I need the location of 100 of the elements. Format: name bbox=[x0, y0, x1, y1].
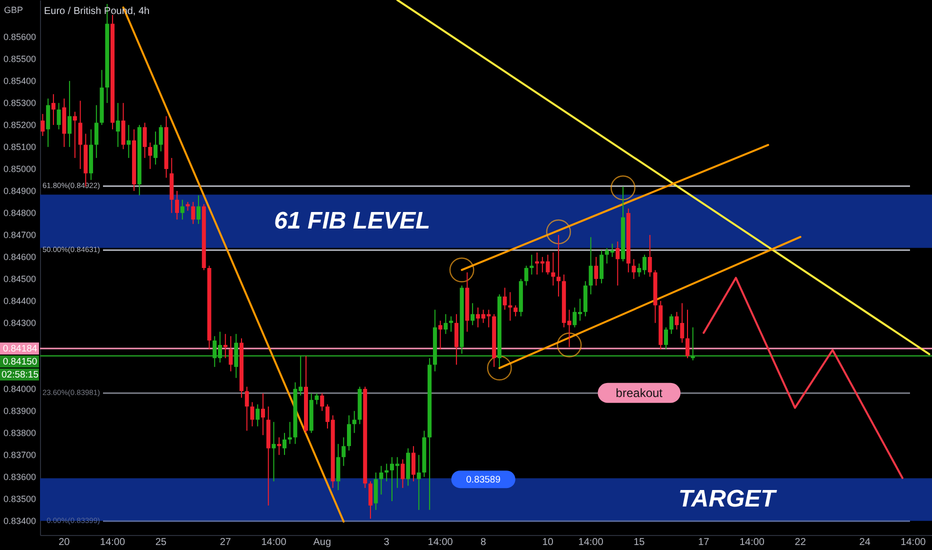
candlestick bbox=[379, 465, 384, 496]
candlestick bbox=[116, 102, 120, 148]
ref-line-label: 0.84150 bbox=[2, 356, 38, 368]
candlestick bbox=[94, 104, 98, 158]
candlestick bbox=[191, 201, 196, 224]
x-tick-label: 20 bbox=[58, 537, 70, 548]
candlestick bbox=[180, 199, 184, 220]
candlestick bbox=[524, 265, 528, 286]
band-label: TARGET bbox=[678, 486, 778, 513]
candlestick bbox=[158, 124, 163, 152]
y-tick-label: 0.85200 bbox=[3, 120, 36, 130]
point bbox=[487, 356, 512, 380]
candlestick bbox=[616, 241, 620, 286]
candlestick bbox=[669, 314, 674, 334]
candlestick bbox=[244, 386, 249, 432]
y-tick-label: 0.84800 bbox=[3, 208, 36, 218]
y-tick-label: 0.84500 bbox=[3, 274, 36, 284]
candlestick bbox=[51, 94, 56, 126]
x-tick-label: 24 bbox=[859, 537, 871, 548]
candlestick bbox=[632, 258, 636, 280]
candlestick bbox=[438, 320, 442, 350]
candlestick bbox=[690, 326, 695, 361]
candlestick bbox=[320, 392, 324, 412]
candlestick bbox=[250, 402, 254, 427]
candlestick bbox=[148, 142, 152, 170]
candlestick bbox=[352, 410, 356, 434]
x-tick-label: 14:00 bbox=[100, 537, 126, 548]
candlestick bbox=[686, 309, 690, 359]
x-tick-label: 8 bbox=[480, 537, 487, 548]
y-tick-label: 0.84900 bbox=[3, 186, 36, 196]
candlestick bbox=[514, 304, 518, 317]
x-tick-label: Aug bbox=[313, 537, 332, 548]
x-tick-label: 14:00 bbox=[261, 537, 287, 548]
candlestick bbox=[196, 194, 201, 224]
candlestick bbox=[508, 292, 512, 322]
y-tick-label: 0.83500 bbox=[3, 494, 36, 504]
candlestick bbox=[256, 404, 260, 427]
candlestick bbox=[648, 234, 652, 278]
candlestick bbox=[78, 100, 82, 170]
y-tick-label: 0.83700 bbox=[3, 450, 36, 460]
candlestick bbox=[400, 458, 405, 488]
annotation: 0.83589 bbox=[466, 474, 500, 486]
candlestick bbox=[346, 414, 351, 452]
x-tick-label: 3 bbox=[384, 537, 390, 548]
candlestick bbox=[68, 80, 72, 148]
y-tick-label: 0.85300 bbox=[3, 98, 36, 108]
y-tick-label: 0.83600 bbox=[3, 472, 36, 482]
y-tick-label: 0.83400 bbox=[3, 516, 36, 526]
candlestick bbox=[411, 446, 416, 482]
y-tick-label: 0.84300 bbox=[3, 318, 36, 328]
y-tick-label: 0.85500 bbox=[3, 54, 36, 64]
x-tick-label: 22 bbox=[794, 537, 806, 548]
y-tick-label: 0.84400 bbox=[3, 296, 36, 306]
line-series bbox=[702, 276, 904, 480]
candlestick bbox=[314, 392, 319, 405]
y-tick-label: 0.85600 bbox=[3, 32, 36, 42]
candlestick bbox=[444, 314, 448, 334]
candlestick bbox=[126, 124, 131, 158]
candlestick bbox=[588, 236, 593, 295]
point bbox=[546, 219, 571, 244]
candlestick bbox=[154, 131, 158, 166]
point bbox=[449, 258, 474, 282]
text: 02:58:15 bbox=[2, 369, 38, 380]
candlestick bbox=[223, 333, 228, 359]
y-tick-label: 0.83800 bbox=[3, 428, 36, 438]
candlestick bbox=[594, 256, 598, 286]
x-tick-label: 10 bbox=[542, 537, 554, 548]
candlestick bbox=[449, 316, 454, 332]
candlestick bbox=[470, 302, 475, 326]
candlestick bbox=[368, 480, 372, 520]
candlestick bbox=[664, 326, 668, 350]
y-tick-label: 0.84000 bbox=[3, 384, 36, 394]
band-label: 61 FIB LEVEL bbox=[274, 207, 430, 234]
y-tick-label: 0.85000 bbox=[3, 164, 36, 174]
y-tick-label: 0.83900 bbox=[3, 406, 36, 416]
candlestick bbox=[282, 432, 286, 456]
x-tick-label: 14:00 bbox=[739, 537, 765, 548]
y-tick-label: 0.85400 bbox=[3, 76, 36, 86]
x-tick-label: 14:00 bbox=[428, 537, 454, 548]
candlestick bbox=[384, 463, 389, 482]
x-tick-label: 14:00 bbox=[578, 537, 604, 548]
candlestick bbox=[72, 111, 77, 158]
candlestick bbox=[56, 102, 61, 130]
candlestick bbox=[342, 436, 346, 466]
candlestick bbox=[175, 190, 180, 220]
y-tick-label: 0.84600 bbox=[3, 252, 36, 262]
x-tick-label: 17 bbox=[698, 537, 710, 548]
candlestick bbox=[142, 122, 147, 158]
y-tick-label: 0.84700 bbox=[3, 230, 36, 240]
candlestick bbox=[556, 234, 561, 298]
candlestick bbox=[40, 113, 45, 136]
annotation: breakout bbox=[616, 386, 664, 400]
candlestick bbox=[261, 392, 265, 436]
candlestick bbox=[551, 252, 556, 286]
y-tick-label: 0.85100 bbox=[3, 142, 36, 152]
y-axis-title: GBP bbox=[4, 5, 24, 15]
candlestick bbox=[228, 336, 233, 372]
point bbox=[556, 332, 582, 358]
ref-line-label: 0.84184 bbox=[2, 343, 38, 354]
point bbox=[610, 175, 636, 200]
